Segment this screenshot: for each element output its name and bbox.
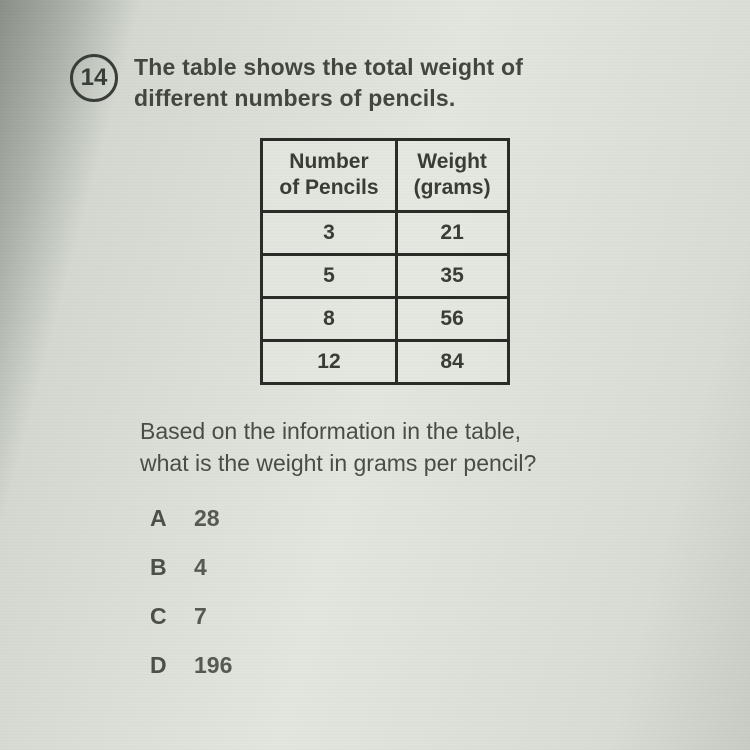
- table-row: 12 84: [262, 340, 508, 383]
- question-header: 14 The table shows the total weight of d…: [70, 52, 700, 114]
- option-value: 28: [194, 505, 220, 532]
- option-value: 7: [194, 603, 207, 630]
- option-letter: D: [150, 652, 172, 679]
- col1-line2: of Pencils: [279, 176, 378, 199]
- table-header-row: Number of Pencils Weight (grams): [262, 140, 508, 212]
- question-number-badge: 14: [70, 54, 118, 102]
- cell-weight: 84: [396, 340, 508, 383]
- option-b[interactable]: B 4: [150, 554, 700, 581]
- cell-weight: 21: [396, 211, 508, 254]
- option-a[interactable]: A 28: [150, 505, 700, 532]
- question-number: 14: [81, 64, 108, 92]
- cell-pencils: 3: [262, 211, 396, 254]
- prompt-line-1: The table shows the total weight of: [134, 54, 523, 80]
- worksheet-page: 14 The table shows the total weight of d…: [0, 0, 750, 750]
- option-letter: C: [150, 603, 172, 630]
- question-prompt: The table shows the total weight of diff…: [134, 52, 523, 114]
- option-c[interactable]: C 7: [150, 603, 700, 630]
- data-table-container: Number of Pencils Weight (grams) 3 21 5 …: [70, 138, 700, 385]
- col-header-pencils: Number of Pencils: [262, 140, 396, 212]
- option-d[interactable]: D 196: [150, 652, 700, 679]
- cell-weight: 56: [396, 297, 508, 340]
- followup-line-1: Based on the information in the table,: [140, 418, 521, 444]
- pencils-weight-table: Number of Pencils Weight (grams) 3 21 5 …: [260, 138, 509, 385]
- option-letter: A: [150, 505, 172, 532]
- cell-weight: 35: [396, 254, 508, 297]
- col1-line1: Number: [289, 150, 368, 173]
- option-letter: B: [150, 554, 172, 581]
- table-row: 8 56: [262, 297, 508, 340]
- option-value: 196: [194, 652, 232, 679]
- followup-line-2: what is the weight in grams per pencil?: [140, 450, 536, 476]
- cell-pencils: 12: [262, 340, 396, 383]
- table-row: 5 35: [262, 254, 508, 297]
- col-header-weight: Weight (grams): [396, 140, 508, 212]
- option-value: 4: [194, 554, 207, 581]
- col2-line2: (grams): [414, 176, 491, 199]
- cell-pencils: 8: [262, 297, 396, 340]
- prompt-line-2: different numbers of pencils.: [134, 85, 455, 111]
- cell-pencils: 5: [262, 254, 396, 297]
- table-row: 3 21: [262, 211, 508, 254]
- answer-options: A 28 B 4 C 7 D 196: [150, 505, 700, 679]
- col2-line1: Weight: [417, 150, 487, 173]
- followup-question: Based on the information in the table, w…: [140, 415, 700, 479]
